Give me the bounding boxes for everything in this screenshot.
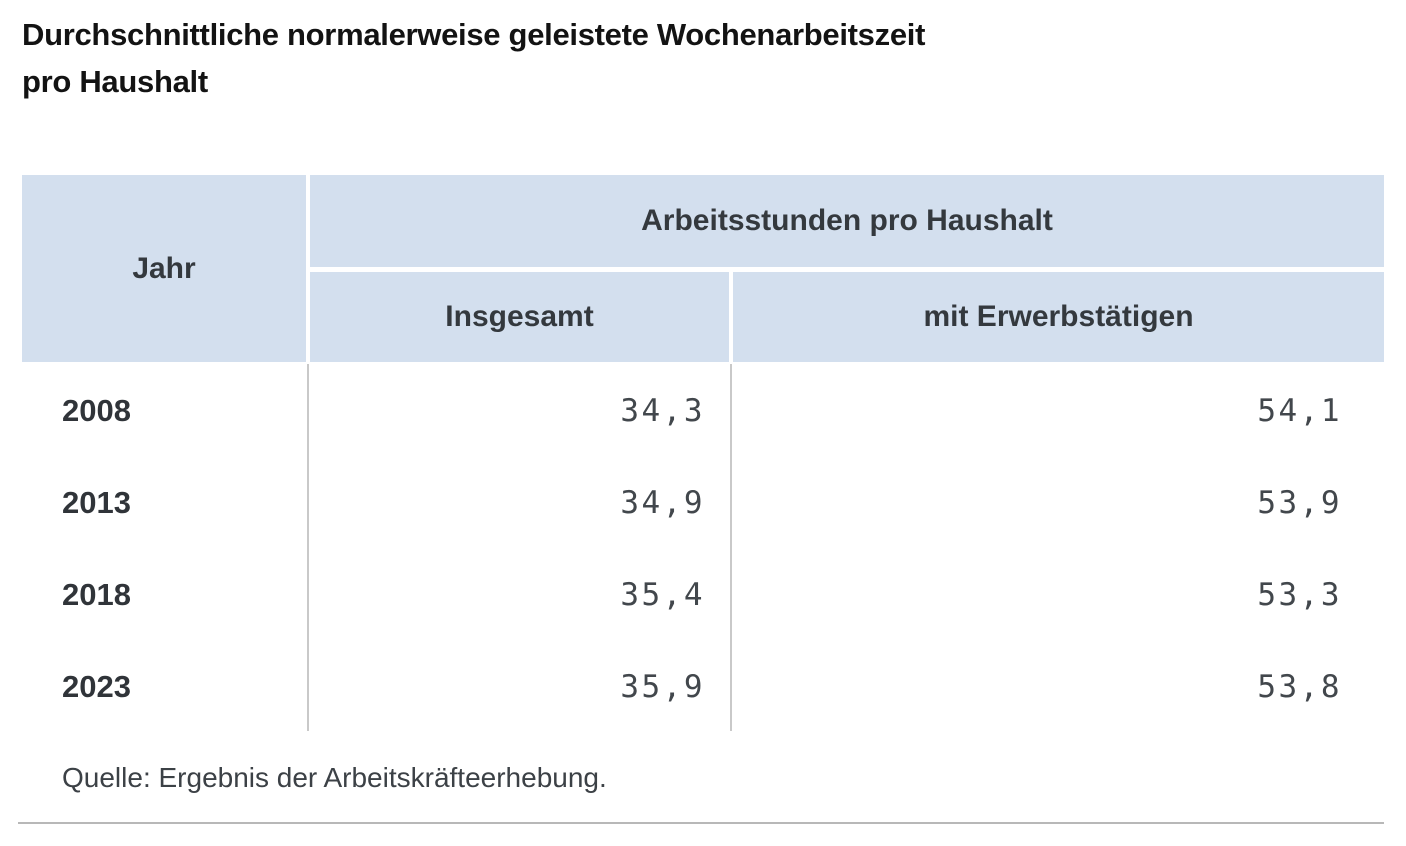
page-title-line1: Durchschnittliche normalerweise geleiste… xyxy=(22,17,926,52)
total-value-cell: 34,3 xyxy=(620,393,705,429)
table-row: 2013 34,9 53,9 xyxy=(22,457,1384,549)
page-title: Durchschnittliche normalerweise geleiste… xyxy=(22,11,925,105)
table-header: Jahr Arbeitsstunden pro Haushalt Insgesa… xyxy=(22,175,1384,362)
table-header-group: Arbeitsstunden pro Haushalt xyxy=(310,175,1384,267)
employed-value-cell: 54,1 xyxy=(1257,393,1342,429)
page-title-line2: pro Haushalt xyxy=(22,64,208,99)
year-cell: 2013 xyxy=(62,485,131,520)
total-value-cell: 34,9 xyxy=(620,485,705,521)
source-note: Quelle: Ergebnis der Arbeitskräfteerhebu… xyxy=(62,762,607,793)
table-subheader-employed: mit Erwerbstätigen xyxy=(733,272,1384,362)
table-row: 2008 34,3 54,1 xyxy=(22,365,1384,457)
total-value-cell: 35,4 xyxy=(620,577,705,613)
employed-value-cell: 53,3 xyxy=(1257,577,1342,613)
employed-value-cell: 53,9 xyxy=(1257,485,1342,521)
bottom-divider xyxy=(18,822,1384,824)
table-row: 2018 35,4 53,3 xyxy=(22,549,1384,641)
year-cell: 2023 xyxy=(62,669,131,704)
employed-value-cell: 53,8 xyxy=(1257,669,1342,705)
table-header-year: Jahr xyxy=(22,175,306,362)
total-value-cell: 35,9 xyxy=(620,669,705,705)
table-subheader-total: Insgesamt xyxy=(310,272,729,362)
year-cell: 2018 xyxy=(62,577,131,612)
column-divider xyxy=(730,364,732,731)
year-cell: 2008 xyxy=(62,393,131,428)
column-divider xyxy=(307,364,309,731)
table-body: 2008 34,3 54,1 2013 34,9 53,9 2018 35,4 … xyxy=(22,364,1384,733)
table-row: 2023 35,9 53,8 xyxy=(22,641,1384,733)
